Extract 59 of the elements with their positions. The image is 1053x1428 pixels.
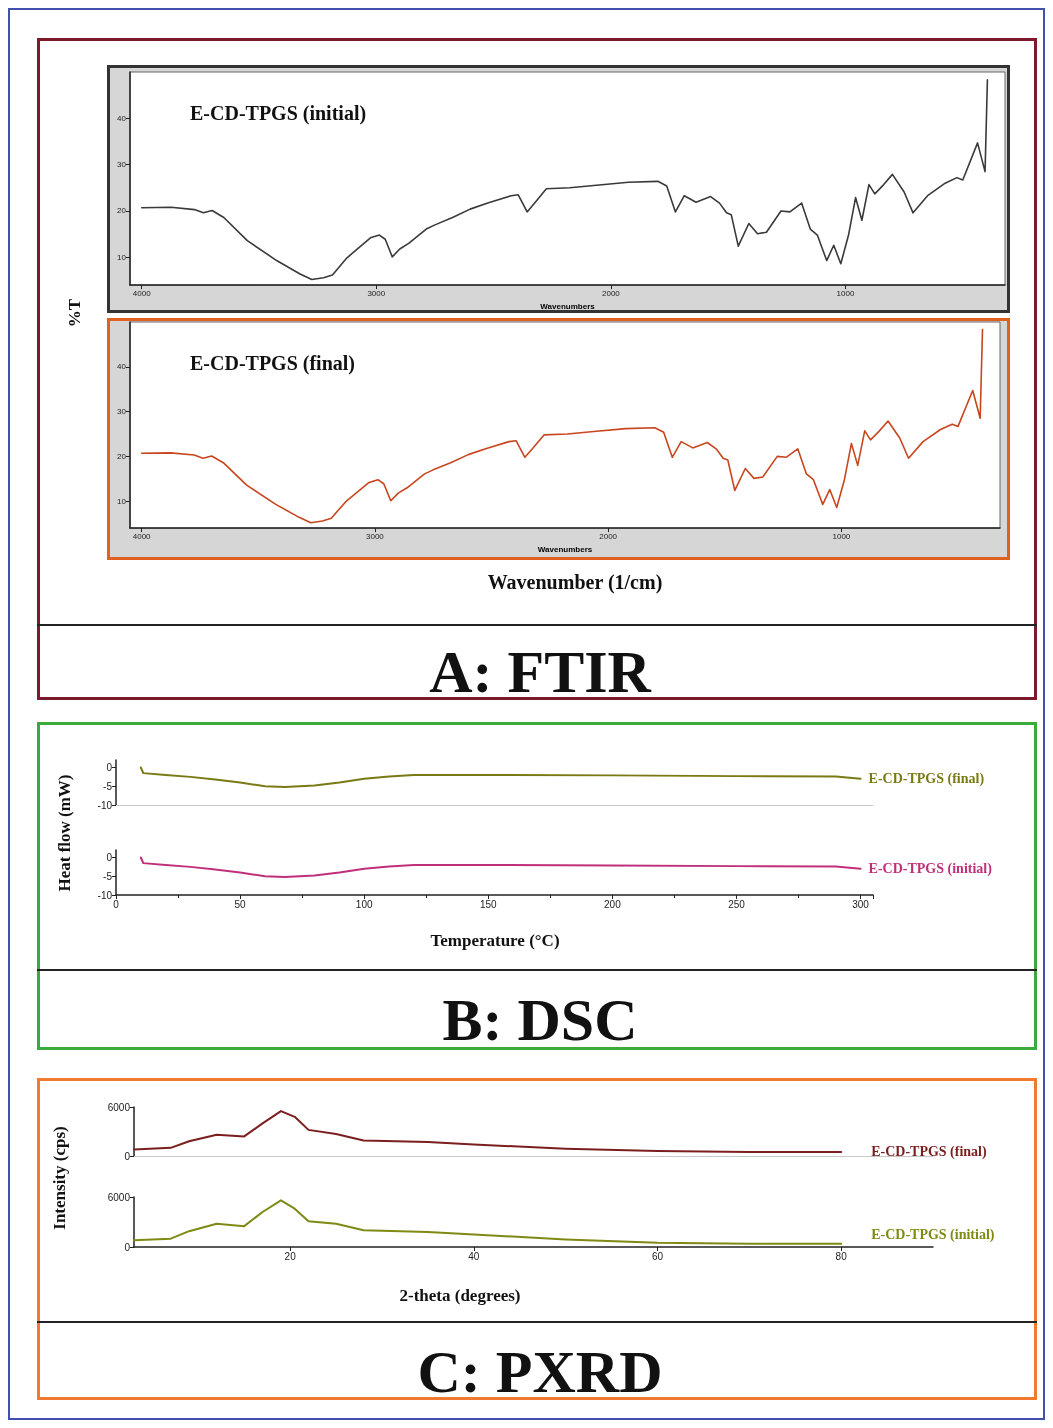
y-tick-label: -5 bbox=[103, 870, 113, 882]
y-axis-title: %T bbox=[65, 298, 85, 328]
text: E-CD-TPGS (initial) bbox=[190, 102, 367, 125]
x-tick-label: 2000 bbox=[602, 288, 621, 298]
y-tick-label: -10 bbox=[97, 799, 113, 811]
y-tick-label: 30 bbox=[117, 160, 127, 170]
y-tick-label: -10 bbox=[97, 889, 113, 901]
text: A: FTIR bbox=[429, 637, 651, 707]
series-label: E-CD-TPGS (initial) bbox=[868, 861, 993, 878]
y-tick-label: 10 bbox=[117, 252, 127, 262]
x-tick-label: 40 bbox=[468, 1250, 480, 1262]
y-tick-label: 20 bbox=[117, 206, 127, 216]
x-tick-label: 60 bbox=[651, 1250, 664, 1262]
x-axis-title: Wavenumbers bbox=[537, 544, 593, 554]
y-tick-label: -5 bbox=[103, 780, 113, 792]
x-tick-label: 20 bbox=[284, 1250, 297, 1262]
x-axis-title: Wavenumbers bbox=[540, 301, 596, 311]
text: Wavenumber (1/cm) bbox=[487, 570, 663, 594]
line-series bbox=[133, 1199, 843, 1245]
text: E-CD-TPGS (final) bbox=[871, 1144, 987, 1161]
x-tick-label: 100 bbox=[355, 898, 373, 910]
x-axis-title: 2-theta (degrees) bbox=[399, 1286, 521, 1306]
text: B: DSC bbox=[442, 985, 638, 1055]
x-tick-label: 2000 bbox=[599, 531, 618, 541]
x-tick-label: 4000 bbox=[132, 531, 152, 541]
line-series bbox=[139, 856, 862, 878]
y-tick-label: 30 bbox=[117, 407, 127, 417]
x-tick-label: 250 bbox=[728, 898, 746, 910]
y-tick-label: 6000 bbox=[107, 1191, 131, 1203]
y-tick-label: 40 bbox=[117, 362, 127, 372]
y-tick-label: 20 bbox=[117, 451, 127, 461]
line-series bbox=[140, 328, 984, 524]
x-tick-label: 3000 bbox=[366, 531, 385, 541]
y-tick-label: 0 bbox=[124, 1150, 131, 1162]
x-tick-label: 3000 bbox=[367, 288, 386, 298]
y-tick-label: 6000 bbox=[107, 1101, 131, 1113]
x-tick-label: 50 bbox=[234, 898, 247, 910]
x-tick-label: 1000 bbox=[832, 531, 851, 541]
x-tick-label: 1000 bbox=[836, 288, 855, 298]
x-tick-label: 300 bbox=[852, 898, 870, 910]
y-tick-label: 10 bbox=[117, 496, 127, 506]
y-tick-label: 0 bbox=[106, 852, 113, 863]
line-series bbox=[140, 79, 989, 281]
series-label: E-CD-TPGS (final) bbox=[868, 771, 985, 788]
y-axis-title: Heat flow (mW) bbox=[55, 774, 75, 892]
line-series bbox=[139, 766, 862, 788]
text: E-CD-TPGS (initial) bbox=[871, 1227, 995, 1244]
x-tick-label: 80 bbox=[835, 1250, 848, 1262]
y-tick-label: 0 bbox=[124, 1241, 131, 1253]
y-axis-title: Intensity (cps) bbox=[50, 1126, 70, 1230]
x-tick-label: 200 bbox=[604, 898, 622, 910]
x-tick-label: 4000 bbox=[132, 288, 152, 298]
x-axis-title: Temperature (°C) bbox=[430, 931, 560, 951]
x-tick-label: 150 bbox=[479, 898, 498, 910]
text: E-CD-TPGS (final) bbox=[190, 352, 355, 375]
y-tick-label: 40 bbox=[117, 113, 127, 123]
line-series bbox=[133, 1110, 843, 1153]
y-tick-label: 0 bbox=[106, 762, 113, 773]
text: C: PXRD bbox=[417, 1337, 663, 1407]
